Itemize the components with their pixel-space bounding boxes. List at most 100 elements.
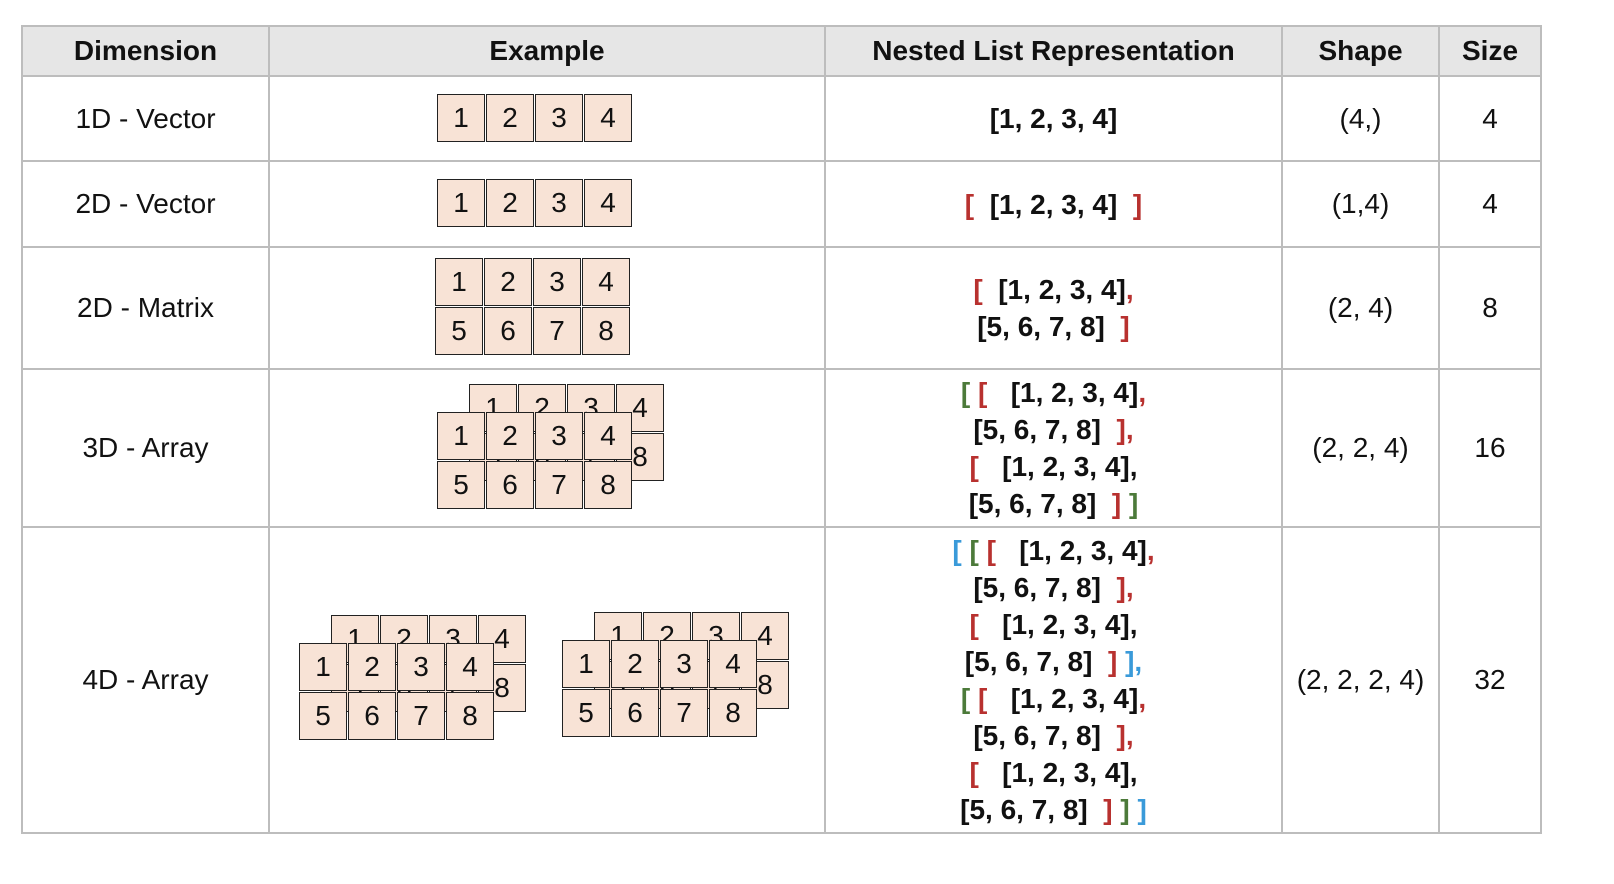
nested-list-token: [1, 2, 3, 4] bbox=[989, 188, 1118, 220]
nested-list-token: ] bbox=[1096, 488, 1129, 519]
dimension-label: 2D - Matrix bbox=[21, 246, 270, 370]
grid-cell: 1 bbox=[299, 643, 347, 691]
grid-cell: 4 bbox=[584, 93, 632, 142]
nested-list-line: [ [ [1, 2, 3, 4], bbox=[826, 680, 1281, 717]
nested-list-token: [1, 2, 3, 4] bbox=[1019, 535, 1147, 566]
nested-list-token: [ bbox=[978, 683, 1011, 714]
nested-list-token: , bbox=[1146, 535, 1155, 566]
dimension-label: 4D - Array bbox=[21, 526, 270, 834]
nested-list-cell: [ [1, 2, 3, 4] ] bbox=[824, 160, 1283, 248]
nested-list-token: ] bbox=[1120, 794, 1138, 825]
table-row-3d-array: 3D - Array 1 2 3 4 5 6 7 8 1 2 3 4 bbox=[21, 368, 1542, 528]
nested-list-token: [1, 2, 3, 4] bbox=[1010, 683, 1139, 714]
size-value: 4 bbox=[1438, 160, 1542, 248]
nested-list-token: ], bbox=[1100, 572, 1134, 603]
shape-value: (2, 2, 2, 4) bbox=[1281, 526, 1440, 834]
example-3d-stack: 1 2 3 4 5 6 7 8 1 2 3 4 5 6 7 8 bbox=[437, 384, 669, 512]
size-value: 8 bbox=[1438, 246, 1542, 370]
dimension-label: 1D - Vector bbox=[21, 75, 270, 162]
nested-list-token: ] bbox=[1104, 311, 1130, 342]
nested-list-line: [5, 6, 7, 8] ], bbox=[826, 411, 1281, 448]
grid-cell: 7 bbox=[660, 689, 708, 737]
nested-list-token: [5, 6, 7, 8] bbox=[973, 572, 1101, 603]
nested-list-token: [ bbox=[960, 683, 979, 714]
grid-cell: 3 bbox=[397, 643, 445, 691]
grid-cell: 8 bbox=[446, 692, 494, 740]
nested-list-token: [5, 6, 7, 8] bbox=[973, 414, 1101, 445]
header-nested: Nested List Representation bbox=[824, 25, 1283, 77]
example-cell: 1 2 3 4 bbox=[268, 160, 826, 248]
nested-list: [ [ [1, 2, 3, 4], [5, 6, 7, 8] ],[ [1, 2,… bbox=[826, 374, 1281, 522]
nested-list-line: [ [ [ [1, 2, 3, 4], bbox=[826, 532, 1281, 569]
table-row-4d-array: 4D - Array 1 2 3 4 5 6 7 8 1 2 3 4 bbox=[21, 526, 1542, 834]
shape-value: (2, 2, 4) bbox=[1281, 368, 1440, 528]
grid-cell: 3 bbox=[535, 179, 583, 227]
nested-list-line: [ [ [1, 2, 3, 4], bbox=[826, 374, 1281, 411]
nested-list-token: [1, 2, 3, 4] bbox=[989, 103, 1118, 134]
nested-list-token: [5, 6, 7, 8] bbox=[977, 311, 1105, 342]
grid-cell: 5 bbox=[437, 461, 485, 509]
nested-list: [1, 2, 3, 4] bbox=[826, 100, 1281, 137]
nested-list-line: [ [1, 2, 3, 4], bbox=[826, 271, 1281, 308]
grid-cell: 2 bbox=[486, 179, 534, 227]
nested-list-token: [ bbox=[964, 188, 990, 220]
shape-value: (1,4) bbox=[1281, 160, 1440, 248]
grid-cell: 2 bbox=[611, 640, 659, 688]
dimension-table: Dimension Example Nested List Representa… bbox=[21, 25, 1542, 834]
nested-list-token: ] bbox=[1092, 646, 1126, 677]
header-example: Example bbox=[268, 25, 826, 77]
grid-cell: 4 bbox=[446, 643, 494, 691]
nested-list-token: , bbox=[1138, 377, 1147, 408]
grid-cell: 2 bbox=[484, 258, 532, 306]
nested-list-cell: [1, 2, 3, 4] bbox=[824, 75, 1283, 162]
size-value: 16 bbox=[1438, 368, 1542, 528]
nested-list-token: ] bbox=[1087, 794, 1121, 825]
header-size: Size bbox=[1438, 25, 1542, 77]
nested-list-token: [ bbox=[969, 451, 1003, 482]
nested-list-token: [5, 6, 7, 8] bbox=[960, 794, 1088, 825]
grid-cell: 5 bbox=[562, 689, 610, 737]
nested-list-token: ] bbox=[1117, 188, 1143, 220]
header-dimension: Dimension bbox=[21, 25, 270, 77]
nested-list-token: [5, 6, 7, 8] bbox=[964, 646, 1093, 677]
header-shape: Shape bbox=[1281, 25, 1440, 77]
nested-list-line: [5, 6, 7, 8] ] ] bbox=[826, 485, 1281, 522]
nested-list-token: [ bbox=[973, 274, 999, 305]
nested-list-token: [ bbox=[978, 377, 1011, 408]
nested-list-token: [ bbox=[969, 757, 1003, 788]
nested-list-line: [5, 6, 7, 8] ] ], bbox=[826, 643, 1281, 680]
example-4d-stacks: 1 2 3 4 5 6 7 8 1 2 3 4 5 6 7 8 bbox=[299, 612, 795, 745]
nested-list-cell: [ [1, 2, 3, 4], [5, 6, 7, 8] ] bbox=[824, 246, 1283, 370]
grid-cell: 1 bbox=[437, 179, 485, 227]
nested-list-line: [5, 6, 7, 8] ], bbox=[826, 569, 1281, 606]
nested-list-token: [ bbox=[969, 535, 987, 566]
nested-list-token: ] bbox=[1128, 488, 1139, 519]
grid-cell: 4 bbox=[582, 258, 630, 306]
nested-list-token: [ bbox=[986, 535, 1020, 566]
table-row-2d-vector: 2D - Vector 1 2 3 4 [ [1, 2, 3, 4] ] (1,… bbox=[21, 160, 1542, 248]
grid-cell: 4 bbox=[584, 412, 632, 460]
grid-cell: 6 bbox=[486, 461, 534, 509]
grid-cell: 8 bbox=[709, 689, 757, 737]
nested-list-line: [ [1, 2, 3, 4], bbox=[826, 606, 1281, 643]
example-cell: 1 2 3 4 5 6 7 8 1 2 3 4 5 6 7 8 bbox=[268, 368, 826, 528]
example-cell: 1 2 3 4 bbox=[268, 75, 826, 162]
nested-list-line: [5, 6, 7, 8] ], bbox=[826, 717, 1281, 754]
nested-list-token: [1, 2, 3, 4], bbox=[1002, 451, 1138, 482]
grid-cell: 6 bbox=[484, 307, 532, 355]
example-1d-grid: 1 2 3 4 bbox=[437, 93, 637, 144]
nested-list-cell: [ [ [1, 2, 3, 4], [5, 6, 7, 8] ],[ [1, 2,… bbox=[824, 368, 1283, 528]
grid-cell: 7 bbox=[397, 692, 445, 740]
nested-list-token: [ bbox=[969, 609, 1003, 640]
size-value: 32 bbox=[1438, 526, 1542, 834]
nested-list-token: [1, 2, 3, 4] bbox=[1010, 377, 1139, 408]
nested-list-line: [ [1, 2, 3, 4], bbox=[826, 448, 1281, 485]
nested-list-token: [1, 2, 3, 4] bbox=[998, 274, 1126, 305]
dimension-label: 2D - Vector bbox=[21, 160, 270, 248]
grid-cell: 1 bbox=[437, 93, 485, 142]
nested-list-token: ], bbox=[1125, 646, 1143, 677]
grid-cell: 1 bbox=[435, 258, 483, 306]
nested-list-token: , bbox=[1138, 683, 1147, 714]
header-row: Dimension Example Nested List Representa… bbox=[21, 25, 1542, 77]
nested-list: [ [1, 2, 3, 4], [5, 6, 7, 8] ] bbox=[826, 271, 1281, 345]
